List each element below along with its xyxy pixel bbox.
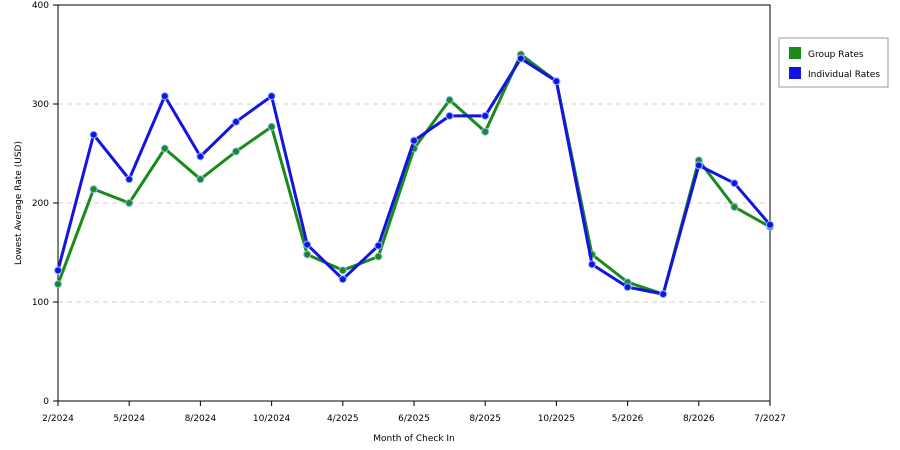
legend-swatch-individual-rates (789, 67, 801, 79)
series (54, 50, 774, 299)
data-point-group-rates (196, 175, 205, 184)
data-point-group-rates (54, 280, 62, 289)
data-point-individual-rates (730, 179, 739, 188)
x-tick-label: 5/2024 (113, 414, 145, 424)
data-point-group-rates (730, 202, 739, 211)
y-tick-label: 300 (32, 100, 49, 110)
x-tick-label: 5/2026 (612, 414, 644, 424)
data-point-individual-rates (410, 136, 418, 145)
series-group-rates (54, 50, 774, 299)
ticks: 0 100 200 300 400 2/2024 5/2024 8/2024 10/2024 4/… (32, 1, 786, 424)
data-point-individual-rates (267, 92, 276, 101)
data-point-individual-rates (338, 275, 347, 284)
y-axis-label: Lowest Average Rate (USD) (14, 141, 24, 265)
data-point-group-rates (267, 122, 276, 131)
data-point-individual-rates (694, 161, 703, 170)
data-point-individual-rates (125, 175, 134, 184)
data-point-individual-rates (516, 54, 525, 63)
legend-swatch-group-rates (789, 47, 801, 59)
series-line-group-rates (56, 53, 771, 296)
x-tick-label: 6/2025 (398, 414, 430, 424)
legend-label-group-rates: Group Rates (808, 50, 864, 60)
data-point-group-rates (481, 127, 490, 136)
legend: Group Rates Individual Rates (778, 37, 889, 88)
data-point-individual-rates (160, 92, 169, 101)
x-tick-label: 4/2025 (327, 414, 359, 424)
data-point-individual-rates (766, 220, 774, 229)
grid (58, 103, 770, 303)
data-point-group-rates (89, 185, 98, 194)
y-tick-label: 200 (32, 199, 49, 209)
data-point-group-rates (232, 147, 240, 156)
data-point-individual-rates (659, 290, 668, 299)
y-tick-label: 100 (32, 298, 49, 308)
legend-label-individual-rates: Individual Rates (808, 70, 880, 80)
x-tick-label: 10/2025 (538, 414, 575, 424)
x-axis-label: Month of Check In (373, 434, 455, 444)
data-point-group-rates (445, 96, 454, 105)
data-point-group-rates (303, 250, 312, 259)
data-point-individual-rates (303, 240, 312, 249)
data-point-individual-rates (552, 77, 561, 86)
x-tick-label: 10/2024 (253, 414, 291, 424)
series-individual-rates (54, 54, 774, 299)
x-tick-label: 7/2027 (754, 414, 786, 424)
x-tick-label: 2/2024 (42, 414, 74, 424)
x-tick-label: 8/2025 (469, 414, 501, 424)
data-point-individual-rates (374, 241, 383, 250)
data-point-group-rates (125, 199, 134, 207)
x-tick-label: 8/2024 (185, 414, 217, 424)
data-point-individual-rates (445, 111, 454, 120)
data-point-individual-rates (588, 260, 596, 269)
data-point-individual-rates (89, 130, 98, 139)
y-tick-label: 400 (32, 1, 49, 11)
data-point-group-rates (338, 266, 347, 275)
data-point-group-rates (374, 252, 383, 261)
y-tick-label: 0 (43, 397, 49, 407)
data-point-individual-rates (481, 111, 490, 120)
data-point-individual-rates (196, 152, 205, 161)
data-point-individual-rates (623, 283, 632, 292)
x-tick-label: 8/2026 (683, 414, 715, 424)
data-point-group-rates (160, 144, 169, 153)
data-point-individual-rates (54, 266, 62, 275)
data-point-individual-rates (232, 117, 240, 126)
